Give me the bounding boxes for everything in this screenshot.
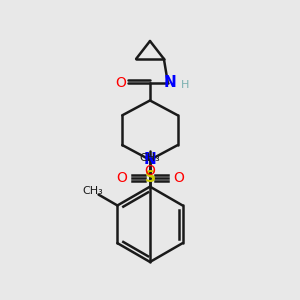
Text: H: H	[181, 80, 189, 90]
Text: S: S	[145, 170, 155, 185]
Text: O: O	[173, 171, 184, 185]
Text: CH₃: CH₃	[140, 153, 160, 163]
Text: N: N	[144, 152, 156, 167]
Text: O: O	[115, 76, 126, 90]
Text: O: O	[145, 164, 155, 178]
Text: CH₃: CH₃	[82, 186, 103, 196]
Text: N: N	[164, 75, 176, 90]
Text: O: O	[116, 171, 127, 185]
